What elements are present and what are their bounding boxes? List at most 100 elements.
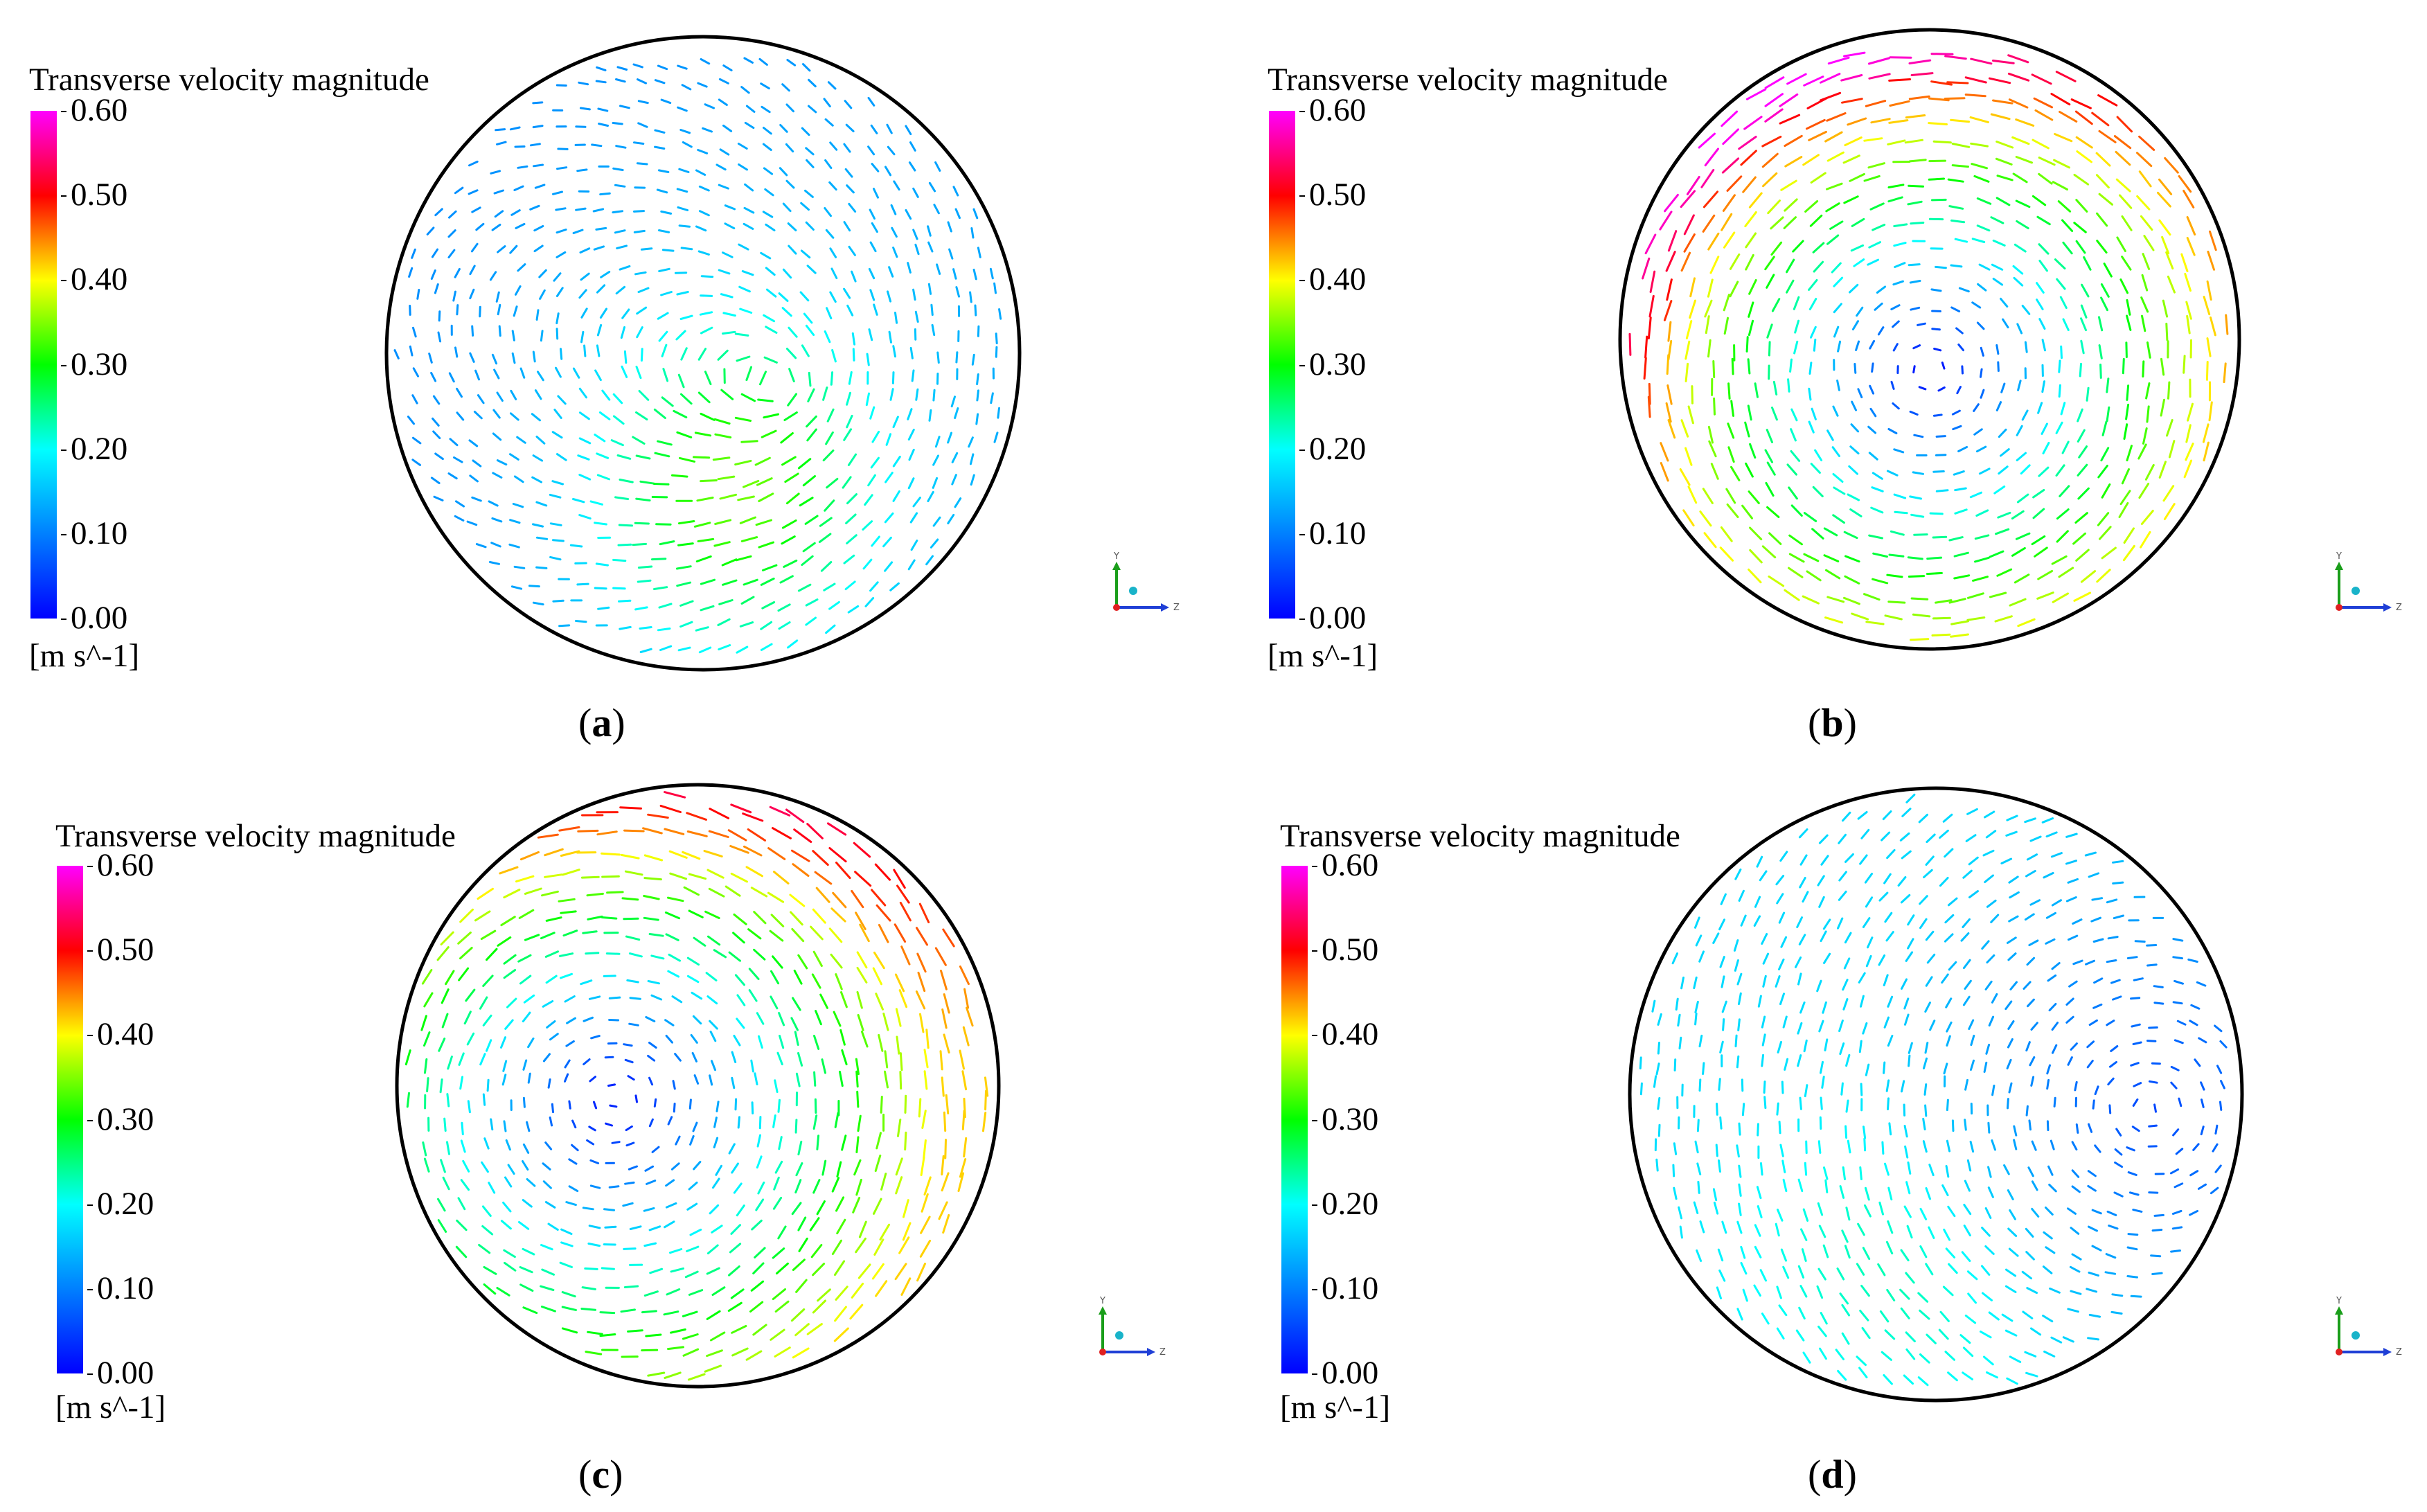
velocity-vector [480, 930, 497, 941]
velocity-vector [2007, 1227, 2018, 1237]
velocity-vector [1844, 555, 1860, 563]
velocity-vector [1944, 1351, 1955, 1361]
velocity-vector [1939, 1310, 1950, 1322]
velocity-vector [856, 966, 868, 984]
velocity-vector [2146, 963, 2158, 967]
velocity-vector [871, 222, 878, 233]
velocity-vector [2110, 1045, 2119, 1052]
velocity-vector [839, 1070, 844, 1087]
velocity-vector [853, 1159, 862, 1176]
velocity-vector [578, 437, 592, 445]
velocity-vector [1865, 1186, 1870, 1201]
velocity-vector [1857, 810, 1868, 820]
velocity-vector [592, 208, 605, 213]
velocity-vector [2049, 1287, 2061, 1294]
velocity-vector [715, 163, 727, 171]
colorbar-tick-mark [1299, 364, 1305, 366]
velocity-vector [873, 1198, 882, 1215]
velocity-vector [677, 106, 688, 112]
velocity-vector [1816, 1285, 1824, 1299]
velocity-vector [733, 913, 747, 925]
velocity-vector [779, 167, 788, 177]
velocity-vector [1781, 1159, 1786, 1173]
velocity-vector [482, 1093, 486, 1106]
velocity-vector [532, 601, 544, 606]
velocity-vector [2172, 1001, 2183, 1005]
velocity-vector [1997, 511, 2011, 519]
velocity-vector [2173, 979, 2184, 985]
velocity-vector [714, 519, 732, 525]
velocity-vector [490, 1118, 494, 1131]
velocity-vector [1962, 995, 1971, 1006]
velocity-vector [1863, 593, 1881, 601]
velocity-vector [454, 186, 464, 195]
velocity-vector [2046, 1078, 2050, 1090]
velocity-vector [1996, 175, 2013, 181]
velocity-vector [1810, 463, 1821, 474]
velocity-vector [2055, 421, 2063, 434]
vector-field-b [1618, 28, 2241, 651]
velocity-vector [947, 513, 955, 524]
velocity-vector [787, 393, 797, 407]
velocity-vector [686, 1202, 698, 1211]
velocity-vector [1819, 1116, 1822, 1130]
velocity-vector [1837, 340, 1842, 353]
velocity-vector [522, 1160, 529, 1171]
velocity-vector [2106, 898, 2118, 904]
velocity-vector [852, 348, 855, 362]
velocity-vector [1976, 197, 1992, 205]
velocity-vector [1796, 916, 1803, 928]
velocity-vector [1771, 407, 1778, 421]
velocity-vector [2119, 490, 2131, 506]
velocity-vector [496, 141, 507, 145]
colorbar-tick-mark [87, 1373, 93, 1375]
velocity-vector [804, 189, 814, 198]
velocity-vector [1798, 934, 1806, 945]
velocity-vector [2000, 857, 2013, 864]
velocity-vector [670, 1267, 684, 1273]
velocity-vector [1935, 489, 1949, 492]
velocity-vector [1909, 280, 1921, 284]
velocity-vector [1702, 1062, 1705, 1075]
velocity-vector [1666, 354, 1670, 375]
velocity-vector [1953, 574, 1971, 580]
velocity-vector [2138, 170, 2152, 188]
velocity-vector [763, 356, 778, 364]
velocity-vector [2161, 235, 2170, 255]
velocity-vector [2009, 891, 2020, 899]
velocity-vector [833, 1011, 842, 1027]
velocity-vector [887, 145, 896, 156]
velocity-vector [1762, 952, 1770, 965]
velocity-vector [1737, 1018, 1741, 1031]
velocity-vector [1782, 1265, 1790, 1279]
velocity-vector [957, 1172, 965, 1192]
velocity-vector [1944, 933, 1954, 943]
velocity-vector [616, 66, 628, 71]
velocity-vector [1959, 1334, 1971, 1344]
velocity-vector [511, 330, 515, 341]
velocity-vector [1964, 1180, 1971, 1192]
velocity-vector [691, 991, 703, 1000]
velocity-vector [1862, 1247, 1871, 1261]
velocity-vector [522, 1144, 530, 1154]
velocity-vector [1702, 488, 1714, 504]
velocity-vector [688, 1182, 698, 1191]
velocity-vector [1838, 890, 1847, 901]
velocity-vector [2091, 1245, 2102, 1252]
velocity-vector [706, 1310, 721, 1320]
velocity-vector [673, 1103, 676, 1113]
velocity-vector [1667, 321, 1672, 342]
velocity-vector [2061, 219, 2074, 232]
velocity-vector [871, 430, 880, 443]
velocity-vector [1839, 1292, 1849, 1305]
velocity-vector [669, 872, 688, 880]
colorbar-tick-mark [87, 1119, 93, 1121]
velocity-vector [1725, 488, 1736, 504]
velocity-vector [2175, 1148, 2184, 1155]
velocity-vector [743, 57, 754, 64]
velocity-vector [787, 222, 797, 231]
velocity-vector [1771, 298, 1781, 312]
velocity-vector [677, 373, 685, 389]
velocity-vector [825, 624, 836, 634]
velocity-vector [2017, 380, 2022, 391]
